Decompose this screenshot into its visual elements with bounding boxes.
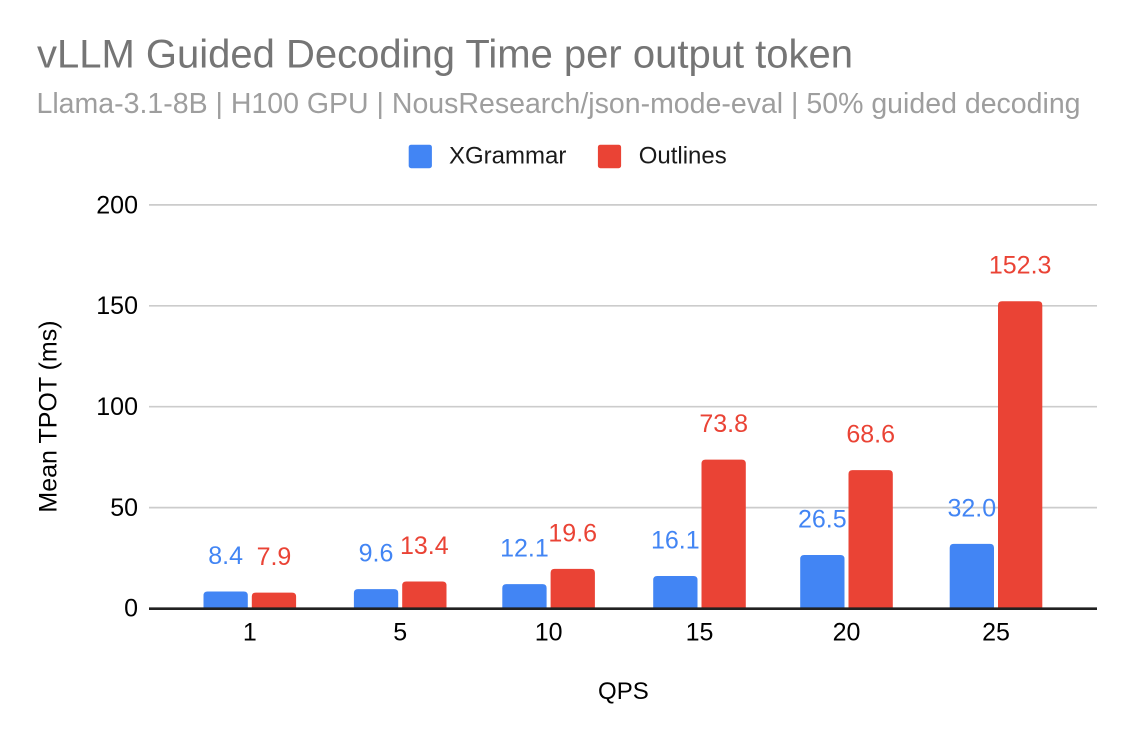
svg-text:QPS: QPS	[598, 678, 649, 705]
svg-text:100: 100	[96, 393, 138, 421]
svg-text:16.1: 16.1	[651, 527, 700, 555]
svg-text:25: 25	[982, 618, 1010, 646]
svg-text:7.9: 7.9	[257, 543, 292, 571]
svg-text:32.0: 32.0	[948, 494, 997, 522]
svg-text:150: 150	[96, 292, 138, 320]
svg-text:8.4: 8.4	[208, 542, 243, 570]
svg-text:26.5: 26.5	[798, 506, 847, 534]
svg-text:200: 200	[96, 191, 138, 219]
svg-text:XGrammar: XGrammar	[449, 143, 566, 170]
svg-text:152.3: 152.3	[989, 252, 1052, 280]
svg-text:9.6: 9.6	[359, 540, 394, 568]
svg-text:19.6: 19.6	[548, 519, 597, 547]
svg-text:73.8: 73.8	[699, 410, 748, 438]
svg-text:68.6: 68.6	[846, 421, 895, 449]
svg-text:1: 1	[243, 618, 257, 646]
svg-text:50: 50	[110, 494, 138, 522]
svg-text:vLLM Guided Decoding Time per: vLLM Guided Decoding Time per output tok…	[37, 33, 853, 77]
svg-text:10: 10	[535, 618, 563, 646]
svg-text:5: 5	[393, 618, 407, 646]
svg-text:0: 0	[124, 595, 138, 623]
svg-text:15: 15	[686, 618, 714, 646]
svg-text:Llama-3.1-8B | H100 GPU | Nous: Llama-3.1-8B | H100 GPU | NousResearch/j…	[37, 88, 1081, 120]
svg-text:12.1: 12.1	[500, 535, 549, 563]
svg-text:13.4: 13.4	[400, 532, 449, 560]
svg-text:Outlines: Outlines	[639, 143, 727, 170]
svg-text:20: 20	[833, 618, 861, 646]
svg-text:Mean TPOT (ms): Mean TPOT (ms)	[35, 320, 63, 512]
